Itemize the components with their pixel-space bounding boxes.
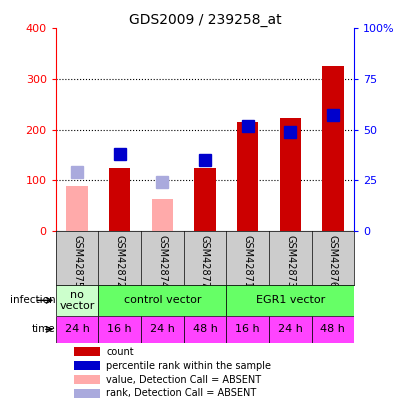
Text: 48 h: 48 h	[320, 324, 345, 334]
Bar	[74, 375, 100, 384]
Bar	[56, 285, 98, 315]
Bar	[109, 168, 131, 231]
Text: GSM42873: GSM42873	[285, 235, 295, 288]
Bar	[56, 315, 98, 343]
Bar	[269, 315, 312, 343]
Title: GDS2009 / 239258_at: GDS2009 / 239258_at	[129, 13, 281, 27]
Text: EGR1 vector: EGR1 vector	[256, 295, 325, 305]
Text: 24 h: 24 h	[64, 324, 90, 334]
Text: GSM42875: GSM42875	[72, 235, 82, 288]
Bar	[194, 168, 216, 231]
Bar	[98, 285, 226, 315]
Bar	[322, 66, 343, 231]
Text: GSM42872: GSM42872	[115, 235, 125, 288]
Text: 24 h: 24 h	[150, 324, 175, 334]
Text: rank, Detection Call = ABSENT: rank, Detection Call = ABSENT	[107, 388, 257, 399]
Bar	[66, 186, 88, 231]
Bar	[183, 315, 226, 343]
Text: 48 h: 48 h	[193, 324, 217, 334]
Bar	[74, 389, 100, 398]
Text: 16 h: 16 h	[235, 324, 260, 334]
Bar	[74, 361, 100, 370]
Bar	[98, 315, 141, 343]
Bar	[141, 315, 183, 343]
Text: percentile rank within the sample: percentile rank within the sample	[107, 360, 271, 371]
Text: infection: infection	[10, 295, 56, 305]
Bar	[280, 119, 301, 231]
Text: GSM42874: GSM42874	[157, 235, 167, 288]
Bar	[312, 315, 354, 343]
Text: value, Detection Call = ABSENT: value, Detection Call = ABSENT	[107, 375, 261, 384]
Text: 24 h: 24 h	[278, 324, 303, 334]
Text: 16 h: 16 h	[107, 324, 132, 334]
Text: no
vector: no vector	[59, 290, 95, 311]
Bar	[152, 199, 173, 231]
Text: control vector: control vector	[123, 295, 201, 305]
Text: count: count	[107, 347, 134, 357]
Bar	[237, 122, 258, 231]
Bar	[226, 315, 269, 343]
Bar	[74, 347, 100, 356]
Bar	[226, 285, 354, 315]
Text: GSM42877: GSM42877	[200, 235, 210, 288]
Text: time: time	[32, 324, 56, 334]
Text: GSM42876: GSM42876	[328, 235, 338, 288]
Text: GSM42871: GSM42871	[243, 235, 253, 288]
